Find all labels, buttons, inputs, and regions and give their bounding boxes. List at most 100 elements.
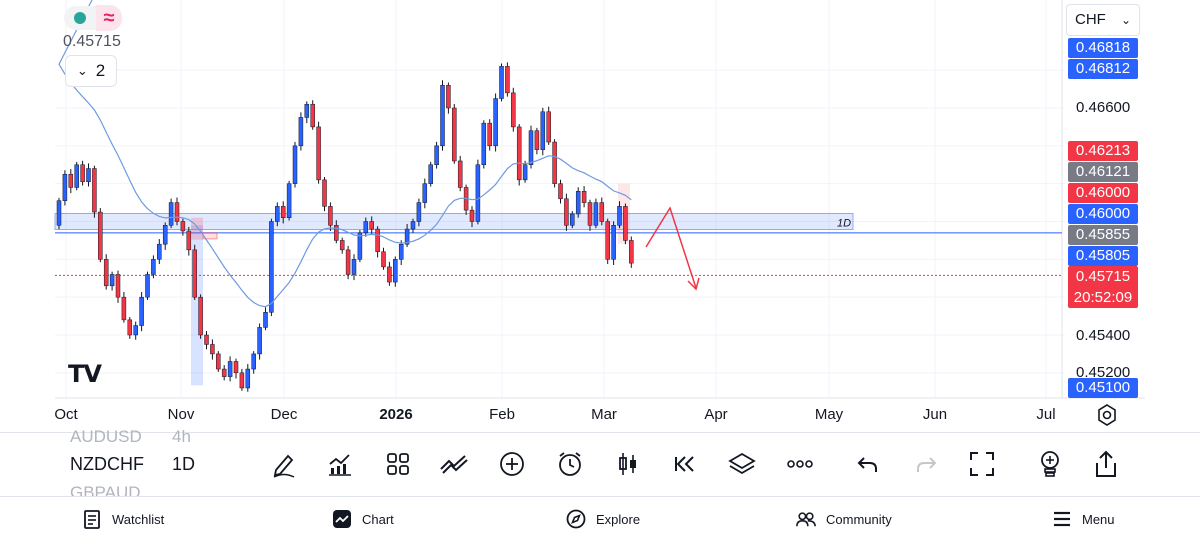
- nav-label: Explore: [596, 511, 641, 527]
- undo-button[interactable]: [852, 446, 884, 482]
- bearish-candle: [210, 344, 215, 355]
- tradingview-logo: TV: [68, 360, 102, 388]
- bullish-candle: [286, 183, 292, 218]
- bullish-candle: [351, 259, 357, 275]
- active-symbol[interactable]: NZDCHF 1D: [70, 454, 195, 475]
- nav-label: Menu: [1082, 511, 1115, 527]
- bullish-candle: [74, 164, 79, 188]
- undo-icon: [857, 457, 877, 472]
- drawing-tool-button[interactable]: [268, 446, 300, 482]
- ideas-button[interactable]: [1034, 446, 1066, 482]
- nav-community[interactable]: Community: [796, 509, 892, 529]
- replay-button[interactable]: [670, 446, 702, 482]
- moving-average-icon[interactable]: ≈: [96, 5, 122, 31]
- bearish-candle: [115, 274, 121, 298]
- bullish-candle: [617, 206, 622, 226]
- bullish-candle: [139, 296, 144, 326]
- bearish-candle: [546, 111, 551, 143]
- fullscreen-icon: [970, 452, 994, 476]
- currency-label: CHF: [1075, 11, 1106, 28]
- layout-button[interactable]: [382, 446, 414, 482]
- time-axis-label: Mar: [591, 406, 617, 423]
- bearish-candle: [180, 221, 186, 232]
- bullish-candle: [227, 361, 233, 377]
- chart-type-button[interactable]: [612, 446, 644, 482]
- bearish-candle: [192, 249, 197, 298]
- indicators-button[interactable]: [324, 446, 356, 482]
- watchlist-symbol-prev[interactable]: AUDUSD 4h: [70, 427, 191, 447]
- replay-icon: [675, 456, 694, 472]
- nav-label: Watchlist: [112, 511, 165, 527]
- bearish-candle: [322, 179, 327, 207]
- bearish-candle: [345, 249, 351, 275]
- bearish-candle: [387, 266, 392, 283]
- bullish-candle: [593, 202, 599, 226]
- bearish-candle: [98, 211, 103, 260]
- bearish-candle: [198, 296, 203, 336]
- bearish-candle: [375, 228, 380, 253]
- nav-explore[interactable]: Explore: [566, 509, 640, 529]
- bearish-candle: [505, 66, 510, 94]
- bearish-candle: [599, 202, 605, 222]
- moving-average-line: [58, 0, 632, 308]
- alert-button[interactable]: [554, 446, 586, 482]
- bearish-candle: [186, 230, 192, 251]
- more-button[interactable]: [784, 446, 816, 482]
- bullish-candle: [528, 130, 534, 165]
- time-axis-label: Jun: [922, 406, 948, 423]
- bearish-candle: [381, 251, 386, 268]
- object-tree-button[interactable]: [726, 446, 758, 482]
- projection-arrowhead: [687, 277, 700, 291]
- bearish-candle: [534, 130, 540, 150]
- nav-label: Community: [826, 511, 892, 527]
- current-price: 0.45715: [1075, 268, 1131, 285]
- bearish-candle: [103, 259, 109, 287]
- legend-last-price: 0.45715: [63, 33, 121, 50]
- currency-select[interactable]: CHF ⌄: [1066, 4, 1140, 36]
- candlestick-chart[interactable]: 1D: [0, 0, 1200, 432]
- bearish-candle: [316, 126, 321, 181]
- highlight-box: [191, 217, 203, 240]
- add-button[interactable]: [496, 446, 528, 482]
- bullish-candle: [522, 164, 528, 181]
- nav-watchlist[interactable]: Watchlist: [82, 509, 164, 529]
- bearish-candle: [68, 173, 74, 188]
- watchlist-symbol-next[interactable]: GBPAUD 1W: [70, 483, 141, 497]
- bullish-candle: [251, 353, 256, 370]
- bullish-candle: [570, 213, 575, 226]
- legend-pill[interactable]: ≈: [64, 5, 122, 31]
- bullish-candle: [410, 221, 416, 230]
- bullish-candle: [363, 221, 369, 234]
- nav-chart[interactable]: Chart: [332, 509, 394, 529]
- bearish-candle: [552, 141, 557, 184]
- bullish-candle: [499, 66, 504, 99]
- time-axis-label: Nov: [167, 406, 195, 423]
- hamburger-menu-icon: [1054, 511, 1070, 527]
- bearish-candle: [121, 296, 127, 321]
- alert-clock-icon: [559, 452, 581, 476]
- redo-icon: [917, 457, 937, 472]
- nav-menu[interactable]: Menu: [1052, 509, 1115, 529]
- bearish-candle: [204, 334, 209, 345]
- price-tag: 0.46000: [1068, 183, 1138, 203]
- bullish-candle: [257, 327, 262, 355]
- fullscreen-button[interactable]: [966, 446, 998, 482]
- bullish-candle: [162, 225, 168, 245]
- bearish-candle: [127, 319, 133, 336]
- redo-button[interactable]: [910, 446, 942, 482]
- symbol-name: GBPAUD: [70, 483, 141, 497]
- share-button[interactable]: [1090, 446, 1122, 482]
- bullish-candle: [416, 202, 422, 222]
- chart-area[interactable]: 1D ≈ 0.45715 ⌄ 2 CHF ⌄ 0.46600 0.45400 0…: [0, 0, 1200, 432]
- collapse-indicators-button[interactable]: ⌄ 2: [65, 55, 117, 87]
- bullish-candle: [428, 164, 433, 184]
- settings-icon[interactable]: [1094, 402, 1120, 428]
- bearish-candle: [587, 202, 593, 226]
- bullish-candle: [269, 221, 274, 313]
- price-tag: 0.46213: [1068, 141, 1138, 161]
- compare-icon: [440, 455, 468, 474]
- supply-demand-zone: [54, 213, 854, 230]
- compare-button[interactable]: [438, 446, 470, 482]
- bearish-candle: [452, 107, 457, 162]
- indicator-count: 2: [95, 61, 106, 80]
